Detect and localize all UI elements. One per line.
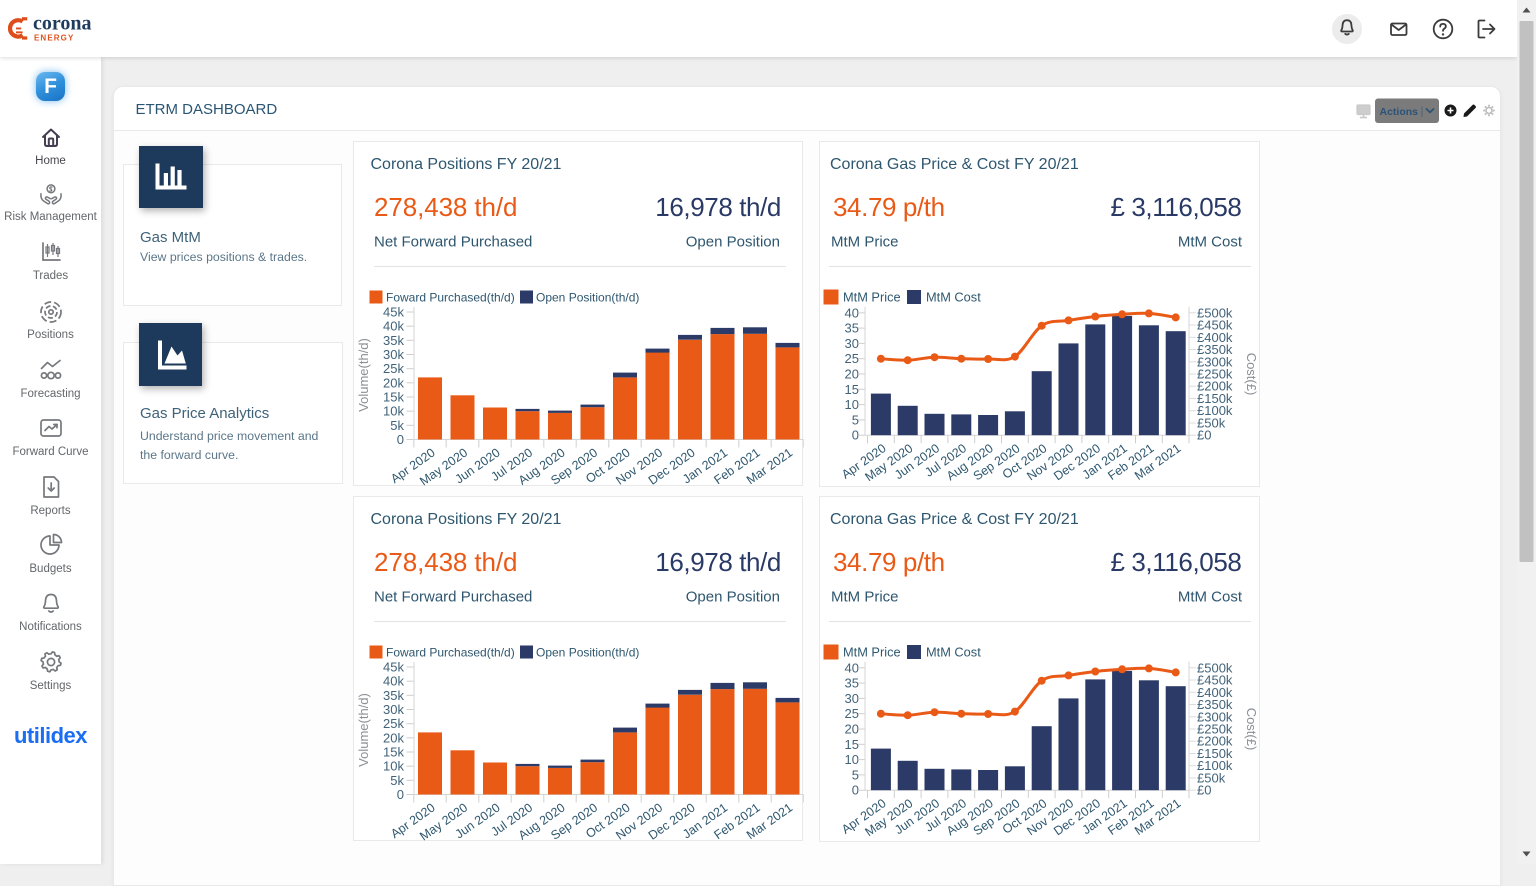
svg-text:5k: 5k — [390, 773, 404, 788]
svg-text:£350k: £350k — [1197, 342, 1233, 357]
svg-text:10k: 10k — [383, 759, 404, 774]
svg-text:Corona Gas Price & Cost FY 20/: Corona Gas Price & Cost FY 20/21 — [830, 511, 1079, 528]
svg-text:£50k: £50k — [1197, 771, 1226, 786]
svg-text:MtM Price: MtM Price — [843, 290, 901, 305]
svg-text:£450k: £450k — [1197, 673, 1233, 688]
svg-text:£400k: £400k — [1197, 685, 1233, 700]
svg-text:0: 0 — [397, 432, 404, 447]
svg-text:£300k: £300k — [1197, 354, 1233, 369]
svg-text:£400k: £400k — [1197, 330, 1233, 345]
svg-text:34.79 p/th: 34.79 p/th — [833, 192, 945, 222]
svg-text:MtM Cost: MtM Cost — [926, 645, 981, 660]
svg-text:Volume(th/d): Volume(th/d) — [356, 338, 371, 412]
svg-text:£150k: £150k — [1197, 391, 1233, 406]
svg-text:£500k: £500k — [1197, 660, 1233, 675]
svg-text:35: 35 — [845, 321, 859, 336]
svg-text:30: 30 — [845, 691, 859, 706]
svg-text:£200k: £200k — [1197, 379, 1233, 394]
svg-text:25: 25 — [845, 706, 859, 721]
svg-text:£200k: £200k — [1197, 734, 1233, 749]
svg-text:Net Forward Purchased: Net Forward Purchased — [374, 234, 532, 251]
svg-text:10k: 10k — [383, 404, 404, 419]
svg-text:MtM Price: MtM Price — [843, 645, 901, 660]
svg-text:£ 3,116,058: £ 3,116,058 — [1110, 192, 1241, 222]
svg-text:25k: 25k — [383, 361, 404, 376]
svg-text:35: 35 — [845, 676, 859, 691]
svg-text:15k: 15k — [383, 745, 404, 760]
svg-text:40k: 40k — [383, 319, 404, 334]
svg-text:35k: 35k — [383, 333, 404, 348]
svg-text:278,438 th/d: 278,438 th/d — [374, 547, 517, 577]
svg-text:30k: 30k — [383, 702, 404, 717]
svg-text:5: 5 — [852, 412, 859, 427]
svg-text:Net Forward Purchased: Net Forward Purchased — [374, 589, 532, 606]
svg-text:£100k: £100k — [1197, 403, 1233, 418]
svg-text:MtM Cost: MtM Cost — [926, 290, 981, 305]
svg-text:£0: £0 — [1197, 783, 1211, 798]
svg-text:20: 20 — [845, 722, 859, 737]
svg-text:40: 40 — [845, 305, 859, 320]
svg-text:corona: corona — [33, 15, 92, 35]
svg-text:|: | — [1421, 106, 1424, 118]
svg-text:Foward Purchased(th/d): Foward Purchased(th/d) — [386, 291, 515, 305]
svg-text:£350k: £350k — [1197, 697, 1233, 712]
svg-text:£300k: £300k — [1197, 709, 1233, 724]
svg-text:35k: 35k — [383, 688, 404, 703]
svg-text:Corona Gas Price & Cost FY 20/: Corona Gas Price & Cost FY 20/21 — [830, 156, 1079, 173]
svg-text:34.79 p/th: 34.79 p/th — [833, 547, 945, 577]
svg-text:Volume(th/d): Volume(th/d) — [356, 693, 371, 767]
svg-text:Foward Purchased(th/d): Foward Purchased(th/d) — [386, 646, 515, 660]
svg-text:20k: 20k — [383, 730, 404, 745]
svg-text:278,438 th/d: 278,438 th/d — [374, 192, 517, 222]
svg-text:0: 0 — [852, 783, 859, 798]
svg-text:£100k: £100k — [1197, 758, 1233, 773]
svg-text:45k: 45k — [383, 660, 404, 675]
svg-text:£150k: £150k — [1197, 746, 1233, 761]
svg-text:£250k: £250k — [1197, 367, 1233, 382]
svg-text:40k: 40k — [383, 674, 404, 689]
svg-text:£500k: £500k — [1197, 305, 1233, 320]
svg-text:Open Position(th/d): Open Position(th/d) — [536, 646, 639, 660]
svg-text:MtM Cost: MtM Cost — [1178, 589, 1243, 606]
svg-text:£450k: £450k — [1197, 318, 1233, 333]
svg-text:10: 10 — [845, 397, 859, 412]
svg-text:Open Position(th/d): Open Position(th/d) — [536, 291, 639, 305]
svg-text:16,978 th/d: 16,978 th/d — [655, 547, 781, 577]
svg-text:Cost(£): Cost(£) — [1244, 708, 1259, 751]
svg-text:Corona Positions FY 20/21: Corona Positions FY 20/21 — [371, 156, 562, 173]
svg-text:30: 30 — [845, 336, 859, 351]
svg-text:40: 40 — [845, 660, 859, 675]
svg-text:0: 0 — [852, 428, 859, 443]
svg-text:0: 0 — [397, 787, 404, 802]
svg-text:16,978 th/d: 16,978 th/d — [655, 192, 781, 222]
svg-text:£ 3,116,058: £ 3,116,058 — [1110, 547, 1241, 577]
svg-text:Corona Positions FY 20/21: Corona Positions FY 20/21 — [371, 511, 562, 528]
svg-text:MtM Cost: MtM Cost — [1178, 234, 1243, 251]
svg-text:15: 15 — [845, 382, 859, 397]
svg-text:ENERGY: ENERGY — [34, 34, 74, 43]
svg-text:Cost(£): Cost(£) — [1244, 353, 1259, 396]
svg-text:£0: £0 — [1197, 428, 1211, 443]
svg-text:20k: 20k — [383, 375, 404, 390]
svg-text:15: 15 — [845, 737, 859, 752]
svg-text:15k: 15k — [383, 390, 404, 405]
svg-text:MtM Price: MtM Price — [831, 234, 899, 251]
svg-text:MtM Price: MtM Price — [831, 589, 899, 606]
svg-text:5k: 5k — [390, 418, 404, 433]
svg-text:25k: 25k — [383, 716, 404, 731]
svg-text:£50k: £50k — [1197, 416, 1226, 431]
svg-text:25: 25 — [845, 351, 859, 366]
svg-text:Open Position: Open Position — [686, 234, 780, 251]
svg-text:45k: 45k — [383, 305, 404, 320]
svg-text:10: 10 — [845, 752, 859, 767]
svg-text:Open Position: Open Position — [686, 589, 780, 606]
svg-text:Actions: Actions — [1380, 106, 1419, 118]
svg-text:£250k: £250k — [1197, 722, 1233, 737]
svg-text:20: 20 — [845, 367, 859, 382]
svg-text:5: 5 — [852, 767, 859, 782]
svg-text:30k: 30k — [383, 347, 404, 362]
